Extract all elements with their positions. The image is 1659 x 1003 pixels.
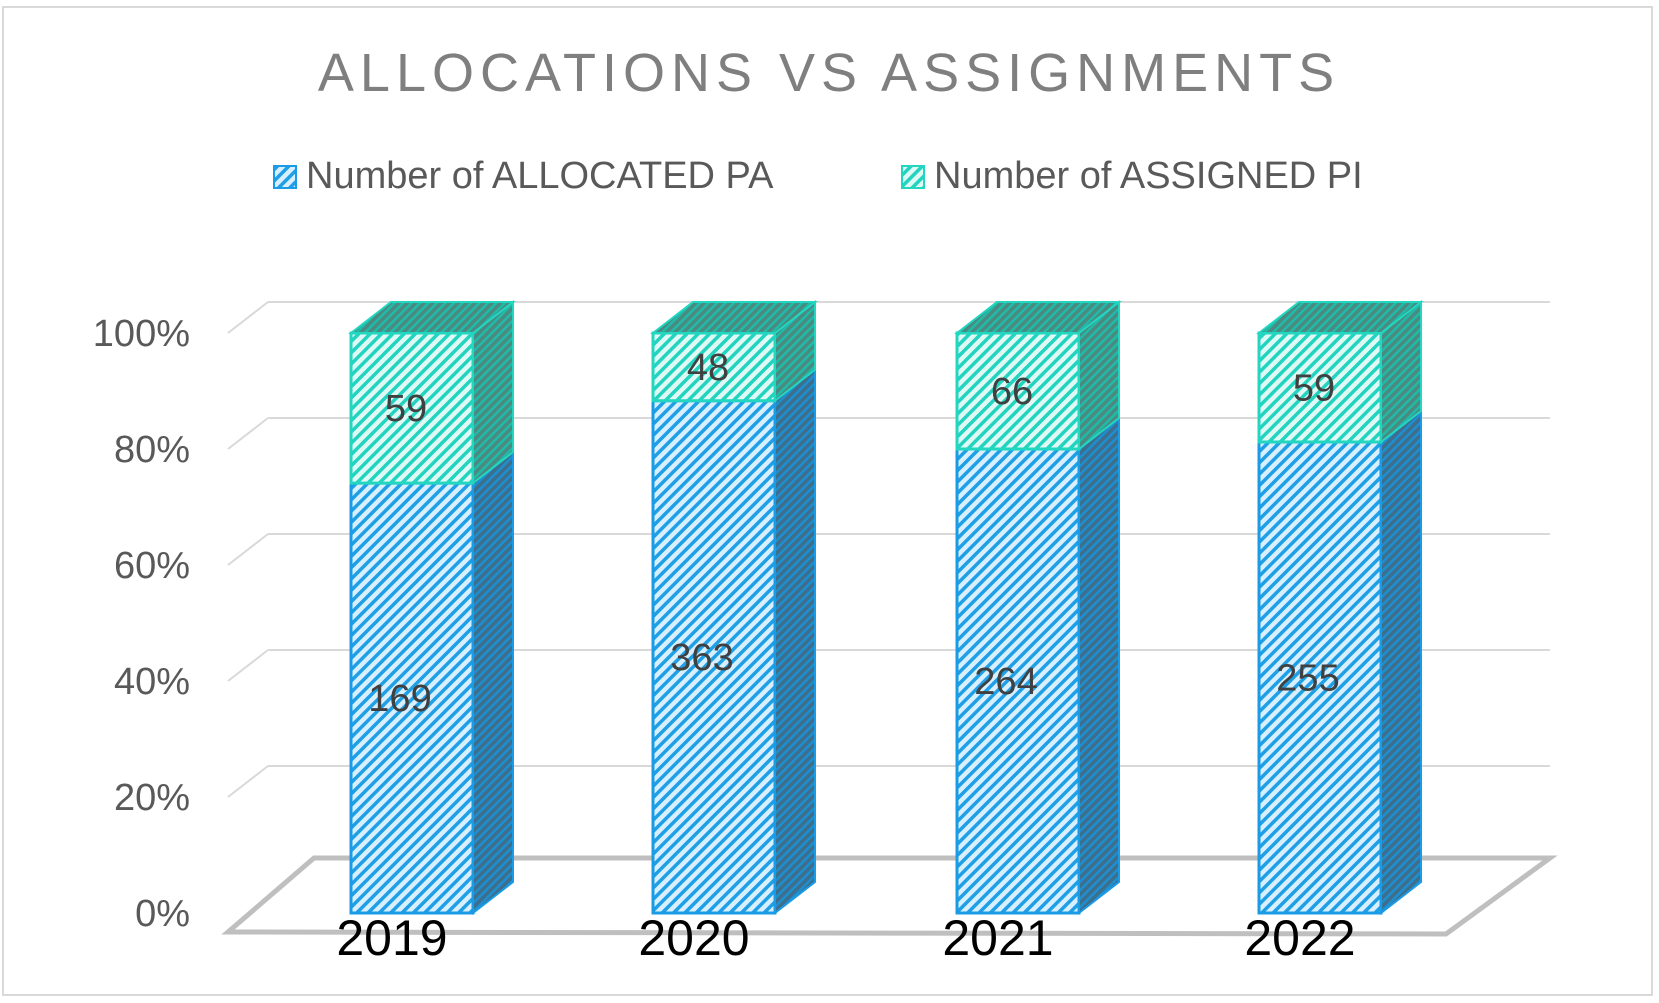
bar-allocated-2020 bbox=[651, 399, 777, 915]
legend-label-allocated: Number of ALLOCATED PA bbox=[306, 155, 774, 197]
data-label-assigned-2022: 59 bbox=[1293, 367, 1335, 409]
y-tick-label: 100% bbox=[93, 313, 190, 355]
y-tick-label: 40% bbox=[114, 661, 190, 703]
x-tick-label-2022: 2022 bbox=[1244, 910, 1355, 966]
legend-label-assigned: Number of ASSIGNED PI bbox=[934, 155, 1363, 197]
chart-title: ALLOCATIONS VS ASSIGNMENTS bbox=[318, 43, 1340, 103]
bar-allocated-side-2020 bbox=[774, 367, 816, 916]
bar-allocated-side-2019 bbox=[472, 450, 514, 916]
data-label-allocated-2019: 169 bbox=[368, 678, 431, 720]
y-tick-label: 60% bbox=[114, 545, 190, 587]
data-label-assigned-2019: 59 bbox=[385, 388, 427, 430]
x-tick-label-2021: 2021 bbox=[942, 910, 1053, 966]
bar-allocated-side-2022 bbox=[1380, 408, 1422, 916]
legend: Number of ALLOCATED PA Number of ASSIGNE… bbox=[273, 155, 1363, 197]
legend-swatch-assigned bbox=[901, 165, 925, 189]
x-tick-label-2020: 2020 bbox=[638, 910, 749, 966]
bar-group-2021: 264 66 2021 bbox=[942, 299, 1122, 966]
data-label-allocated-2021: 264 bbox=[974, 661, 1037, 703]
data-label-allocated-2020: 363 bbox=[670, 637, 733, 679]
bar-group-2020: 363 48 2020 bbox=[638, 299, 818, 966]
floor bbox=[221, 855, 1558, 937]
plot-area: 0% 20% 40% 60% 80% 100% 169 59 2019 363 48 2020 264 6… bbox=[93, 299, 1558, 966]
gridline-side bbox=[227, 301, 269, 334]
bar-group-2022: 255 59 2022 bbox=[1244, 299, 1424, 966]
bar-top-2022 bbox=[1256, 301, 1424, 334]
data-label-assigned-2020: 48 bbox=[687, 347, 729, 389]
bar-top-2020 bbox=[650, 301, 818, 334]
legend-item-assigned: Number of ASSIGNED PI bbox=[901, 155, 1363, 197]
y-tick-label: 20% bbox=[114, 777, 190, 819]
bar-allocated-2021 bbox=[955, 447, 1081, 915]
bar-allocated-side-2021 bbox=[1078, 415, 1120, 916]
gridline-side bbox=[227, 417, 269, 450]
bar-group-2019: 169 59 2019 bbox=[336, 299, 516, 966]
legend-item-allocated: Number of ALLOCATED PA bbox=[273, 155, 774, 197]
bar-assigned-2020 bbox=[651, 331, 777, 403]
bar-top-2019 bbox=[348, 301, 516, 334]
bar-top-2021 bbox=[954, 301, 1122, 334]
y-tick-label: 0% bbox=[135, 893, 190, 935]
gridline-side bbox=[227, 765, 269, 798]
data-label-allocated-2022: 255 bbox=[1276, 657, 1339, 699]
legend-swatch-allocated bbox=[273, 165, 297, 189]
data-label-assigned-2021: 66 bbox=[991, 371, 1033, 413]
gridline-side bbox=[227, 649, 269, 682]
x-tick-label-2019: 2019 bbox=[336, 910, 447, 966]
y-tick-label: 80% bbox=[114, 429, 190, 471]
gridline-side bbox=[227, 533, 269, 566]
bar-assigned-2021 bbox=[955, 331, 1081, 451]
